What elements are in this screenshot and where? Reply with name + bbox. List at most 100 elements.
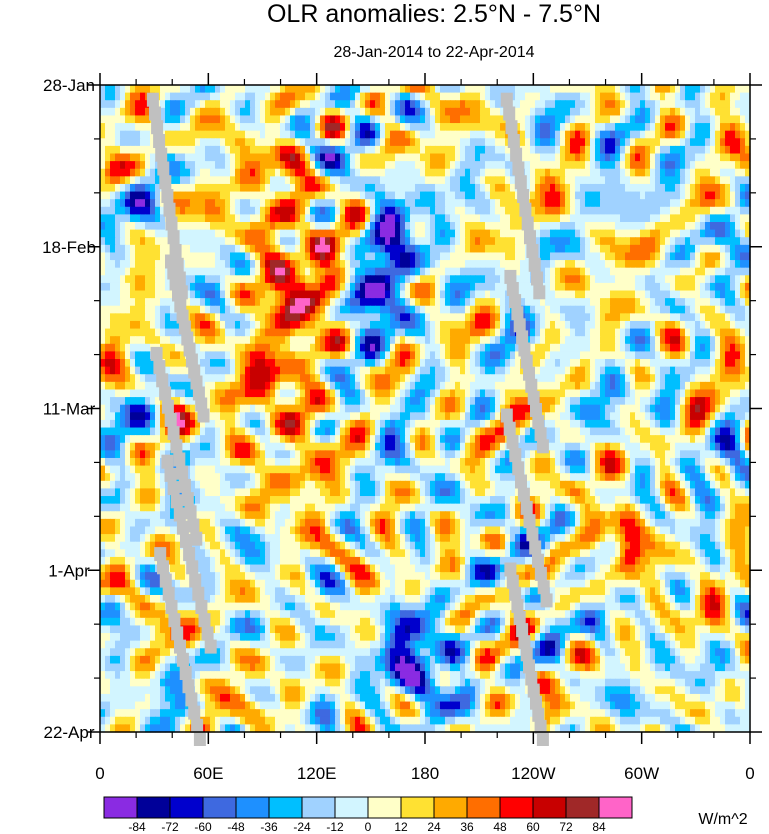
heatmap-cell — [280, 214, 286, 223]
heatmap-cell — [275, 343, 281, 353]
heatmap-cell — [190, 145, 196, 155]
heatmap-cell — [675, 260, 681, 269]
heatmap-cell — [385, 260, 391, 269]
heatmap-cell — [590, 199, 596, 208]
heatmap-cell — [735, 161, 741, 170]
heatmap-cell — [585, 222, 591, 231]
heatmap-cell — [495, 145, 501, 155]
heatmap-cell — [210, 130, 216, 139]
heatmap-cell — [310, 275, 316, 284]
heatmap-cell — [365, 191, 371, 200]
heatmap-cell — [415, 343, 421, 353]
heatmap-cell — [560, 320, 566, 330]
heatmap-cell — [685, 290, 691, 299]
heatmap-cell — [640, 107, 646, 117]
heatmap-cell — [270, 153, 276, 162]
heatmap-cell — [290, 100, 296, 109]
heatmap-cell — [590, 92, 596, 101]
heatmap-cell — [455, 176, 461, 185]
heatmap-cell — [490, 92, 496, 101]
heatmap-cell — [290, 374, 296, 383]
heatmap-cell — [290, 275, 296, 284]
heatmap-cell — [145, 176, 151, 185]
heatmap-cell — [630, 176, 636, 185]
heatmap-cell — [330, 328, 336, 337]
heatmap-cell — [655, 107, 661, 117]
heatmap-cell — [730, 343, 736, 353]
heatmap-cell — [410, 359, 416, 368]
heatmap-cell — [365, 85, 371, 94]
heatmap-cell — [605, 237, 611, 246]
heatmap-cell — [420, 130, 426, 139]
heatmap-cell — [360, 305, 366, 314]
heatmap-cell — [285, 115, 291, 124]
heatmap-cell — [490, 222, 496, 231]
heatmap-cell — [395, 107, 401, 117]
heatmap-cell — [695, 115, 701, 124]
heatmap-cell — [190, 153, 196, 162]
heatmap-cell — [580, 100, 586, 109]
heatmap-cell — [565, 100, 571, 109]
heatmap-cell — [405, 92, 411, 101]
heatmap-cell — [525, 305, 531, 314]
heatmap-cell — [665, 290, 671, 299]
heatmap-cell — [145, 290, 151, 299]
heatmap-cell — [145, 328, 151, 337]
heatmap-cell — [720, 176, 726, 185]
heatmap-cell — [655, 359, 661, 368]
heatmap-cell — [365, 115, 371, 124]
heatmap-cell — [670, 191, 676, 200]
heatmap-cell — [675, 161, 681, 170]
heatmap-cell — [245, 275, 251, 284]
heatmap-cell — [355, 275, 361, 284]
heatmap-cell — [420, 252, 426, 261]
heatmap-cell — [575, 191, 581, 200]
heatmap-cell — [720, 222, 726, 231]
heatmap-cell — [595, 313, 601, 322]
heatmap-cell — [100, 351, 106, 360]
heatmap-cell — [630, 206, 636, 215]
heatmap-cell — [365, 320, 371, 330]
heatmap-cell — [235, 313, 241, 322]
heatmap-cell — [325, 313, 331, 322]
heatmap-cell — [540, 161, 546, 170]
heatmap-cell — [445, 260, 451, 269]
heatmap-cell — [325, 222, 331, 231]
heatmap-cell — [605, 123, 611, 132]
heatmap-cell — [125, 153, 131, 162]
heatmap-cell — [595, 275, 601, 284]
heatmap-cell — [235, 252, 241, 261]
heatmap-cell — [745, 222, 751, 231]
heatmap-cell — [280, 275, 286, 284]
heatmap-cell — [685, 130, 691, 139]
heatmap-cell — [395, 305, 401, 314]
heatmap-cell — [110, 343, 116, 353]
heatmap-cell — [575, 153, 581, 162]
heatmap-cell — [545, 336, 551, 345]
heatmap-cell — [260, 107, 266, 117]
heatmap-cell — [180, 145, 186, 155]
heatmap-cell — [510, 206, 516, 215]
heatmap-cell — [735, 168, 741, 177]
heatmap-cell — [390, 145, 396, 155]
heatmap-cell — [655, 92, 661, 101]
heatmap-cell — [425, 161, 431, 170]
heatmap-cell — [340, 100, 346, 109]
heatmap-cell — [455, 282, 461, 292]
heatmap-cell — [575, 313, 581, 322]
heatmap-cell — [345, 343, 351, 353]
heatmap-cell — [490, 145, 496, 155]
heatmap-cell — [290, 320, 296, 330]
heatmap-cell — [170, 123, 176, 132]
heatmap-cell — [315, 138, 321, 147]
heatmap-cell — [540, 199, 546, 208]
heatmap-cell — [550, 206, 556, 215]
heatmap-cell — [125, 305, 131, 314]
heatmap-cell — [295, 206, 301, 215]
heatmap-cell — [350, 123, 356, 132]
heatmap-cell — [455, 161, 461, 170]
heatmap-cell — [370, 275, 376, 284]
heatmap-cell — [665, 100, 671, 109]
heatmap-cell — [255, 359, 261, 368]
heatmap-cell — [360, 366, 366, 375]
